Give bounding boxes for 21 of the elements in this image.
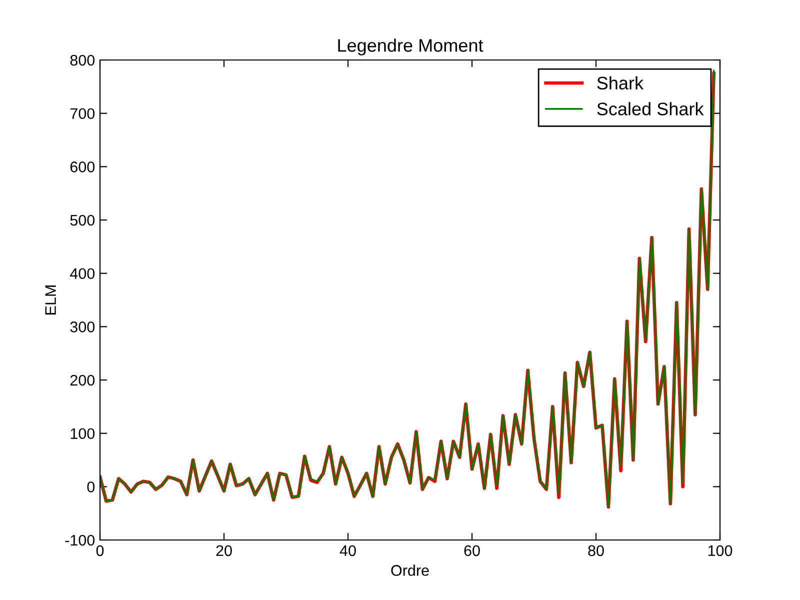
- y-tick-label: 300: [70, 322, 95, 332]
- y-tick-label: 400: [70, 268, 95, 280]
- y-tick-label: 0: [87, 482, 95, 492]
- x-tick-label: 20: [216, 545, 232, 556]
- y-tick-label: 700: [70, 108, 95, 120]
- y-tick-label: 800: [70, 54, 95, 66]
- y-tick-label: 500: [70, 214, 95, 226]
- chart-title: Legendre Moment: [338, 38, 484, 56]
- x-tick-label: 0: [96, 545, 104, 556]
- x-axis-title: Ordre: [391, 564, 429, 576]
- y-tick-label: 600: [70, 162, 95, 172]
- y-axis-title: ELM: [45, 286, 56, 314]
- legend-label: Shark: [597, 76, 644, 90]
- x-tick-label: 100: [708, 545, 732, 556]
- x-tick-label: 60: [464, 545, 480, 556]
- x-tick-label: 40: [340, 545, 356, 556]
- y-tick-label: -100: [65, 534, 95, 546]
- y-tick-label: 100: [70, 428, 95, 440]
- x-tick-label: 80: [588, 545, 604, 556]
- y-tick-label: 200: [70, 374, 95, 386]
- legend-label: Scaled Shark: [597, 102, 704, 116]
